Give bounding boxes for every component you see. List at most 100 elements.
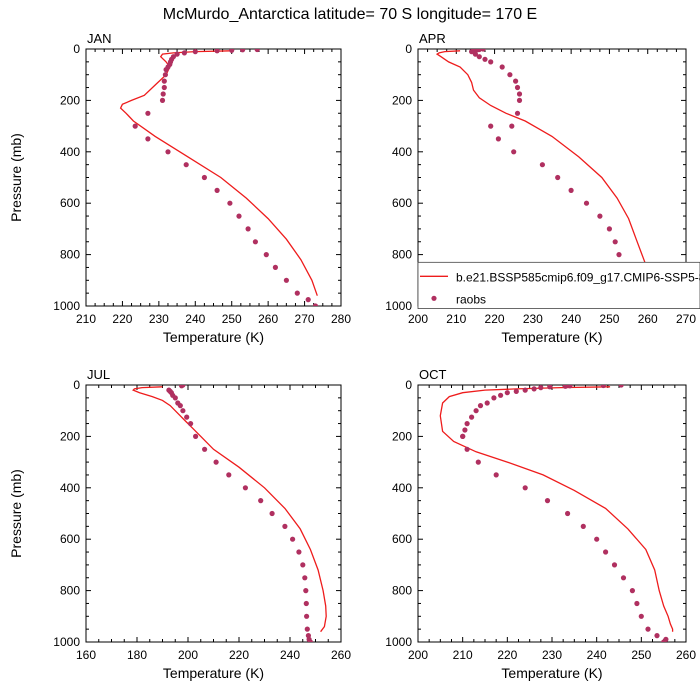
y-tick-label: 0 <box>405 42 412 56</box>
raobs-point <box>509 123 515 129</box>
panel-jul: 160 180 200 220 240 260 0 200 400 600 800 1000 JUL Te… <box>8 367 351 681</box>
y-tick-label: 600 <box>60 532 80 546</box>
x-tick-label: 250 <box>631 648 651 662</box>
raobs-point <box>638 613 644 619</box>
x-tick-label: 220 <box>229 648 249 662</box>
raobs-point <box>600 385 606 389</box>
x-tick-label: 260 <box>258 312 278 326</box>
model-line <box>439 386 674 632</box>
panel-apr: 200 210 220 230 240 250 260 270 0 200 400 600 800 100… <box>385 31 696 345</box>
raobs-point <box>472 51 478 57</box>
raobs-point <box>303 600 309 607</box>
raobs-point <box>269 510 275 517</box>
y-tick-label: 1000 <box>53 635 80 649</box>
raobs-point <box>469 414 475 420</box>
raobs-point <box>469 49 475 55</box>
raobs-point <box>294 290 300 296</box>
raobs-point <box>511 149 517 155</box>
raobs-point <box>544 498 551 504</box>
x-tick-label: 240 <box>561 312 581 326</box>
raobs-point <box>538 385 544 391</box>
raobs-point <box>240 49 246 53</box>
raobs-point <box>620 575 627 581</box>
raobs-point <box>290 536 296 542</box>
y-tick-label: 600 <box>392 196 412 210</box>
legend: b.e21.BSSP585cmip6.f09_g17.CMIP6-SSP5-8.… <box>417 261 700 309</box>
raobs-point <box>161 84 167 91</box>
raobs-point <box>201 174 207 181</box>
raobs-point <box>179 385 185 389</box>
panel-oct: 200 210 220 230 240 250 260 0 200 400 600 800 1000 OC… <box>385 367 696 681</box>
raobs-point <box>513 388 519 394</box>
x-tick-label: 210 <box>446 312 466 326</box>
x-tick-label: 200 <box>408 648 428 662</box>
raobs-point <box>177 403 183 409</box>
x-tick-label: 220 <box>497 648 517 662</box>
raobs-point <box>163 67 169 73</box>
y-tick-label: 400 <box>60 481 80 495</box>
raobs-point <box>184 414 190 420</box>
raobs-point <box>304 613 310 619</box>
raobs-point <box>477 403 484 409</box>
raobs-point <box>618 385 624 388</box>
raobs-point <box>464 446 470 452</box>
raobs-point <box>514 110 521 116</box>
raobs-point <box>245 226 251 232</box>
y-tick-label: 200 <box>60 429 80 443</box>
raobs-point <box>227 200 233 206</box>
y-tick-label: 200 <box>392 429 412 443</box>
y-tick-label: 600 <box>392 532 412 546</box>
raobs-point <box>312 303 319 306</box>
y-tick-label: 0 <box>73 42 80 56</box>
y-tick-label: 1000 <box>53 299 80 313</box>
raobs-point <box>193 433 199 439</box>
raobs-point <box>616 252 622 258</box>
x-tick-label: 280 <box>331 312 351 326</box>
raobs-point <box>645 626 651 632</box>
raobs-point <box>165 149 171 155</box>
x-tick-label: 210 <box>453 648 473 662</box>
raobs-point <box>476 54 482 60</box>
raobs-point <box>192 49 198 55</box>
raobs-point <box>565 510 571 517</box>
raobs-point <box>460 433 466 439</box>
raobs-point <box>183 162 189 168</box>
x-tick-label: 240 <box>185 312 205 326</box>
raobs-point <box>661 639 667 642</box>
model-line <box>132 386 327 633</box>
x-tick-label: 230 <box>523 312 543 326</box>
panel-label: APR <box>419 31 446 46</box>
model-line <box>119 50 318 296</box>
x-axis-label: Temperature (K) <box>163 329 264 345</box>
raobs-point <box>507 72 513 78</box>
legend-point-swatch <box>431 295 437 301</box>
raobs-point <box>229 49 235 53</box>
x-tick-label: 260 <box>331 648 351 662</box>
y-tick-label: 400 <box>392 481 412 495</box>
y-tick-label: 1000 <box>385 635 412 649</box>
raobs-point <box>304 626 310 632</box>
plot-data <box>439 385 674 642</box>
y-tick-label: 400 <box>60 145 80 159</box>
x-axis-label: Temperature (K) <box>501 329 602 345</box>
y-tick-label: 800 <box>60 584 80 598</box>
raobs-point <box>513 78 519 84</box>
raobs-point <box>307 639 313 642</box>
raobs-point <box>214 187 220 193</box>
panel-jan: 210 220 230 240 250 260 270 280 0 200 400 600 800 100… <box>8 31 351 345</box>
raobs-point <box>504 390 510 396</box>
raobs-point <box>597 213 603 219</box>
raobs-point <box>654 633 660 639</box>
raobs-point <box>252 239 258 245</box>
raobs-point <box>303 588 309 594</box>
raobs-point <box>606 226 613 232</box>
x-tick-label: 230 <box>542 648 562 662</box>
raobs-point <box>283 277 289 283</box>
raobs-point <box>300 562 306 568</box>
x-tick-label: 180 <box>127 648 147 662</box>
raobs-point <box>145 110 151 116</box>
raobs-point <box>516 97 523 103</box>
y-tick-label: 600 <box>60 196 80 210</box>
plot-frame <box>85 384 342 643</box>
raobs-point <box>254 49 260 53</box>
